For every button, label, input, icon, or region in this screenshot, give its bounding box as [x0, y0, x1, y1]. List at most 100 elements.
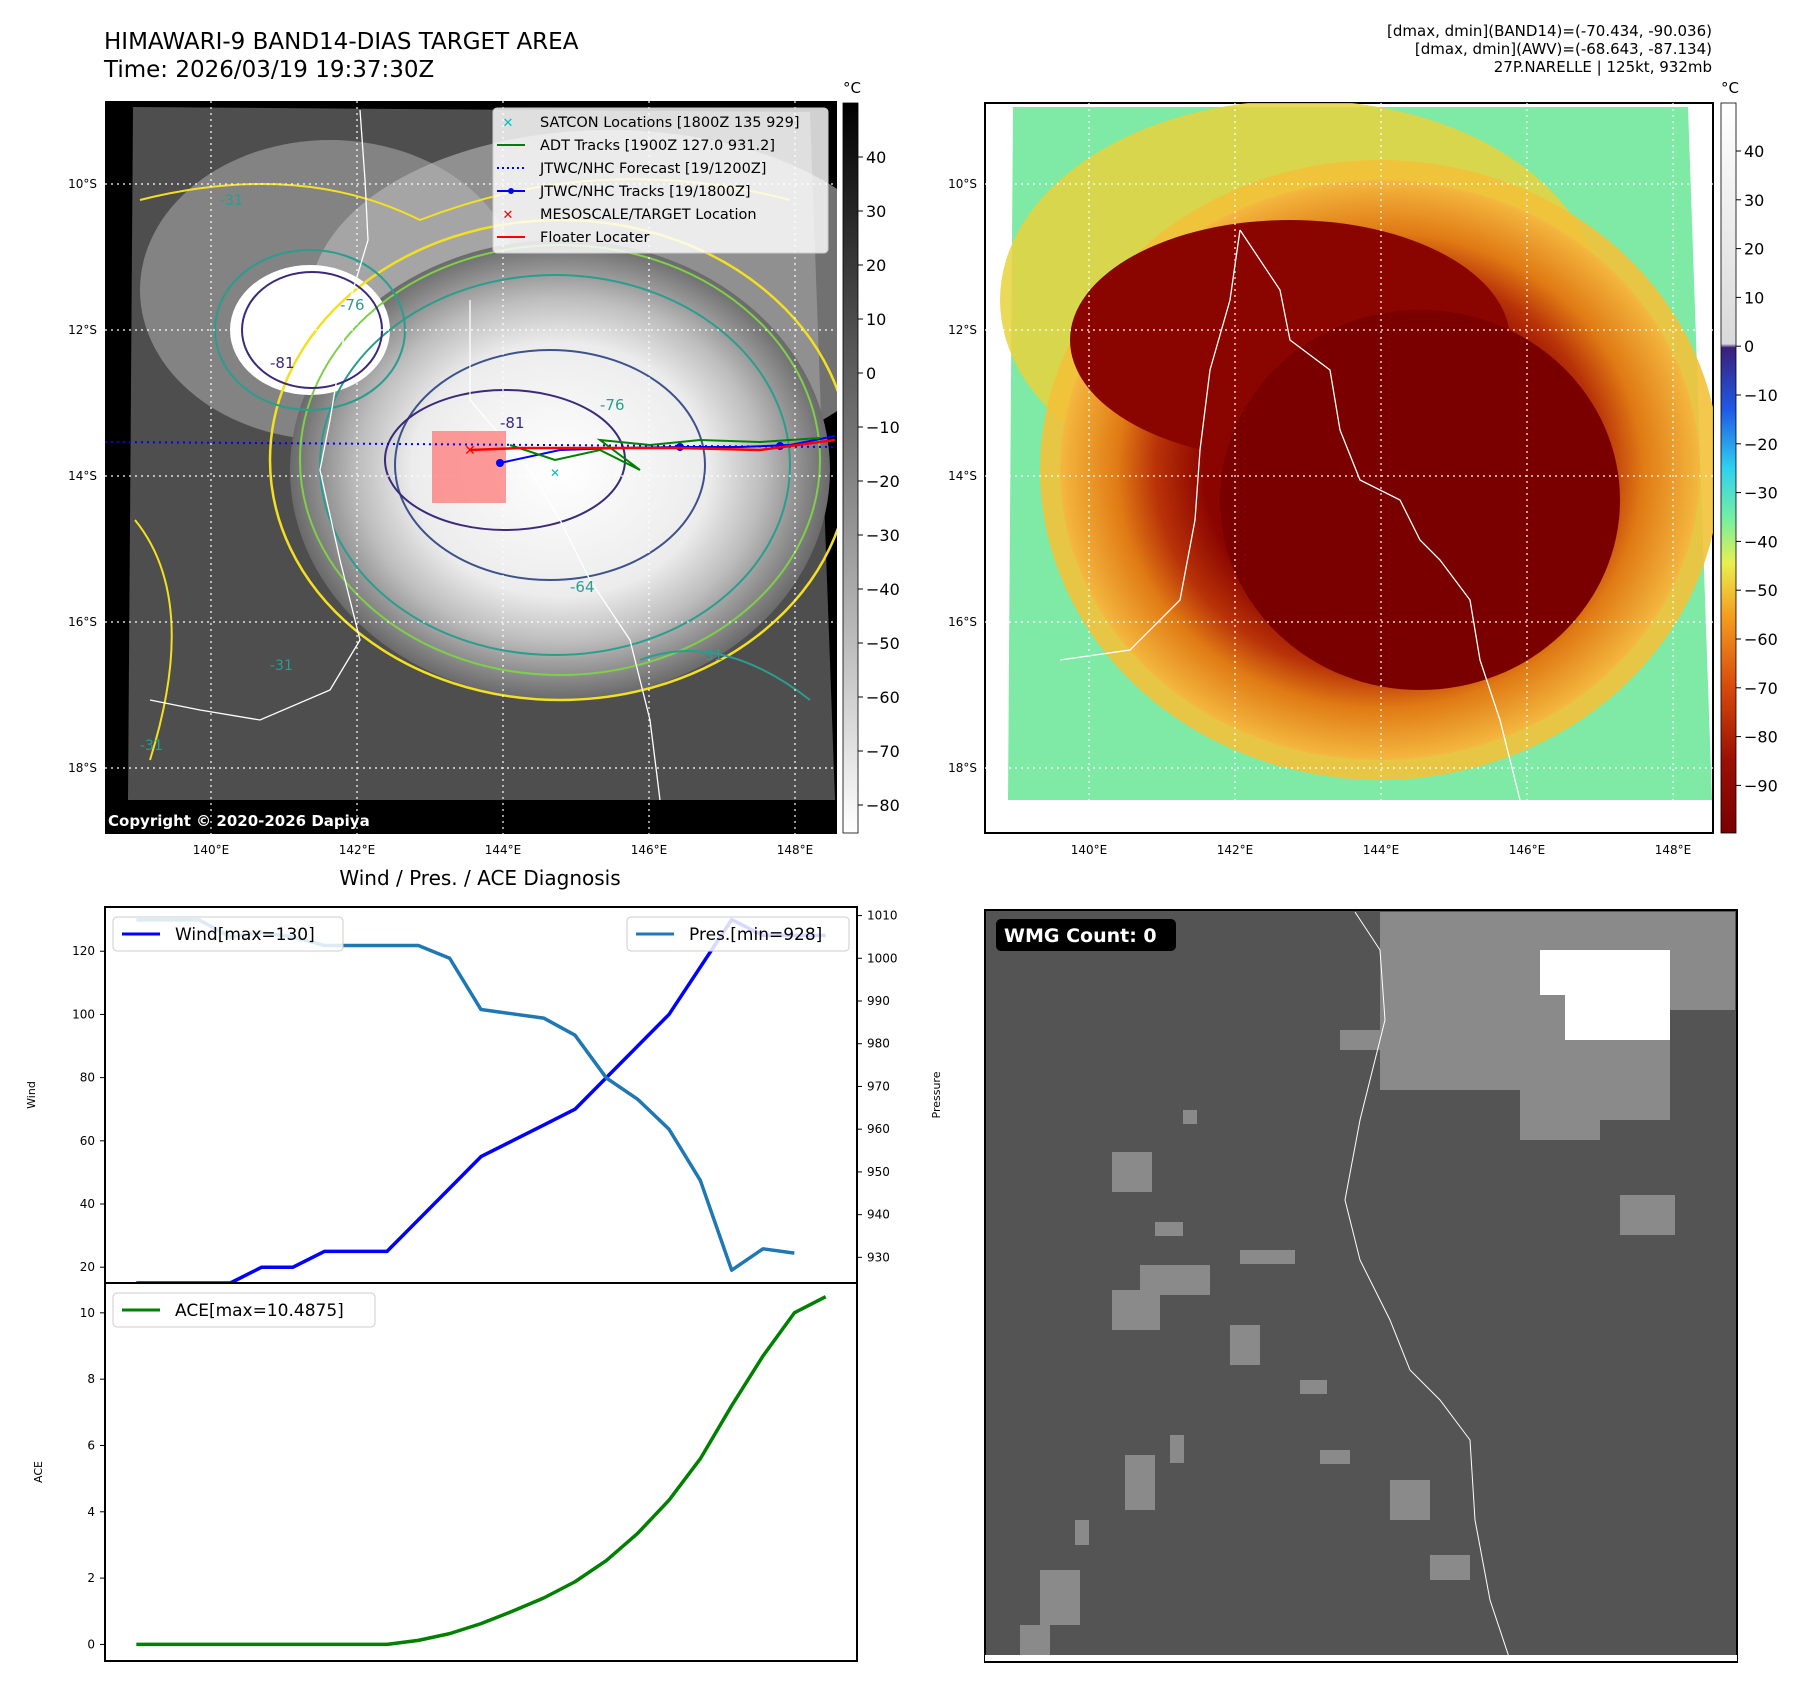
target-area-box [432, 431, 506, 503]
coastline [1344, 911, 1511, 1661]
lat-tick-label: 18°S [948, 761, 977, 775]
wind-ytick-label: 40 [80, 1197, 95, 1211]
colorbar-tick-label: 0 [866, 364, 876, 383]
colorbar-tick-label: 20 [866, 256, 886, 275]
wmg-count-badge [996, 919, 1176, 951]
contour-label: -31 [220, 193, 243, 209]
wind-legend-box [112, 916, 344, 952]
colorbar-tick-label: −30 [1744, 484, 1778, 503]
copyright-text: Copyright © 2020-2026 Dapiya [108, 812, 370, 830]
ace-legend-label: ACE[max=10.4875] [175, 1301, 344, 1321]
ir-map-panel: ✕ ✕ -81 -76 -81 -76 -64 -31 -31 -31 -31 … [105, 101, 837, 834]
awv-colorbar: °C 40 30 20 10 0 −10 −20 −30 −40 −50 −60 −70 −80 −90 [1720, 79, 1778, 834]
legend-marker: ✕ [503, 116, 514, 131]
colorbar-tick-label: 10 [866, 310, 886, 329]
wind-ytick-label: 100 [72, 1007, 95, 1021]
lon-tick-label: 148°E [1655, 843, 1692, 857]
lat-tick-label: 16°S [68, 615, 97, 629]
forecast-track [105, 441, 837, 448]
contour-line [134, 519, 173, 761]
colorbar-tick-label: 20 [1744, 240, 1764, 259]
lon-tick-label: 148°E [777, 843, 814, 857]
lon-tick-label: 140°E [193, 843, 230, 857]
colorbar-tick-label: −50 [1744, 581, 1778, 600]
wind-axis-label: Wind [25, 1081, 38, 1109]
ir-colorbar: °C 40 30 20 10 0 −10 −20 −30 −40 −50 −60 −70 −80 [842, 79, 900, 834]
ace-ytick-label: 8 [87, 1372, 95, 1386]
map-legend: ✕ SATCON Locations [1800Z 135 929] ADT Tra… [492, 107, 829, 254]
legend-label: JTWC/NHC Tracks [19/1800Z] [539, 184, 751, 200]
wind-legend: Wind[max=130] [112, 916, 344, 952]
ace-ytick-label: 2 [87, 1571, 95, 1585]
wind-legend-label: Wind[max=130] [175, 925, 315, 945]
coastline [1059, 229, 1241, 661]
coastline [469, 300, 661, 801]
chart-title: Wind / Pres. / ACE Diagnosis [339, 866, 620, 890]
lat-tick-label: 14°S [68, 469, 97, 483]
info-line-2: [dmax, dmin](AWV)=(-68.643, -87.134) [1414, 40, 1712, 58]
ace-legend: ACE[max=10.4875] [112, 1292, 376, 1328]
legend-marker: ✕ [503, 208, 514, 223]
colorbar-tick-label: −70 [866, 742, 900, 761]
ace-chart: ACE 0 2 4 6 8 10 ACE[max=10.4875] [32, 1282, 858, 1662]
ace-series-line [136, 1295, 827, 1647]
colorbar-tick-label: −60 [866, 688, 900, 707]
contour-line [384, 389, 626, 531]
ace-ytick-label: 10 [80, 1306, 95, 1320]
wind-pressure-chart: Wind Pressure 20 40 60 80 100 120 930 940 950 96… [25, 906, 943, 1285]
wind-ytick-label: 20 [80, 1260, 95, 1274]
colorbar-tick-label: −80 [1744, 728, 1778, 747]
colorbar-tick-label: −80 [866, 796, 900, 815]
contour-line [394, 349, 706, 581]
contour-line [639, 650, 811, 701]
pressure-ytick-label: 960 [867, 1122, 890, 1136]
lat-tick-label: 16°S [948, 615, 977, 629]
lat-tick-label: 18°S [68, 761, 97, 775]
colorbar-tick-label: 0 [1744, 337, 1754, 356]
pressure-axis-label: Pressure [930, 1071, 943, 1118]
pressure-ytick-label: 1000 [867, 951, 898, 965]
legend-dot [508, 188, 514, 194]
colorbar-tick-label: −40 [866, 580, 900, 599]
pressure-ytick-label: 930 [867, 1250, 890, 1264]
figure-title: HIMAWARI-9 BAND14-DIAS TARGET AREA Time: … [104, 28, 578, 84]
lat-tick-label: 12°S [948, 323, 977, 337]
contour-label: -31 [270, 658, 293, 674]
colorbar-tick-label: −10 [866, 418, 900, 437]
intensity-info: [dmax, dmin](BAND14)=(-70.434, -90.036)[… [1387, 22, 1712, 76]
ace-ytick-label: 0 [87, 1637, 95, 1651]
pressure-ytick-label: 990 [867, 994, 890, 1008]
coastline [149, 109, 369, 721]
ir-colorbar-bar [842, 102, 859, 834]
coastline [1239, 229, 1521, 801]
floater-locater-track [469, 438, 836, 452]
awv-colorbar-unit: °C [1721, 79, 1739, 97]
contour-line [319, 274, 791, 656]
lat-tick-label: 10°S [68, 177, 97, 191]
contour-label: -81 [270, 354, 295, 372]
colorbar-tick-label: 30 [866, 202, 886, 221]
contour-label: -64 [570, 578, 595, 596]
colorbar-tick-label: −20 [866, 472, 900, 491]
legend-box [492, 107, 829, 254]
info-line-3: 27P.NARELLE | 125kt, 932mb [1493, 58, 1712, 76]
ace-axis-label: ACE [32, 1461, 45, 1483]
lon-tick-label: 146°E [1509, 843, 1546, 857]
wmg-count-label: WMG Count: 0 [1004, 925, 1157, 947]
colorbar-tick-label: −70 [1744, 679, 1778, 698]
lat-tick-label: 12°S [68, 323, 97, 337]
adt-track [509, 437, 821, 471]
wind-ytick-label: 60 [80, 1134, 95, 1148]
pressure-ytick-label: 970 [867, 1079, 890, 1093]
legend-label: SATCON Locations [1800Z 135 929] [540, 115, 799, 131]
colorbar-tick-label: −50 [866, 634, 900, 653]
ace-ytick-label: 6 [87, 1438, 95, 1452]
pressure-legend-box [626, 916, 850, 952]
lon-tick-label: 142°E [1217, 843, 1254, 857]
awv-map-panel [984, 102, 1714, 834]
colorbar-tick-label: −60 [1744, 630, 1778, 649]
ace-ytick-label: 4 [87, 1505, 95, 1519]
lon-tick-label: 146°E [631, 843, 668, 857]
contour-label: -81 [500, 414, 525, 432]
colorbar-tick-label: 40 [866, 148, 886, 167]
